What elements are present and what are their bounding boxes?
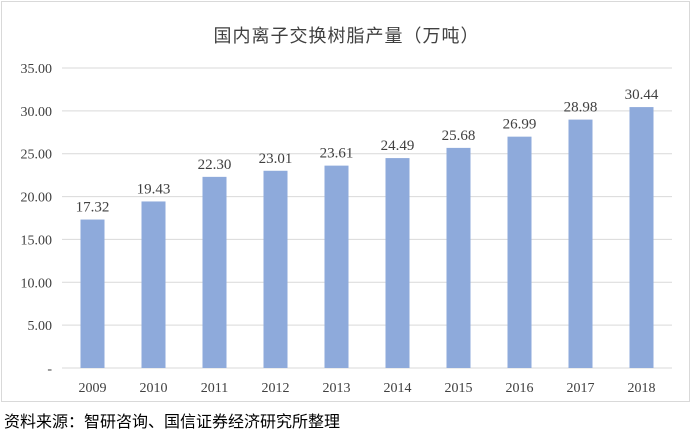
y-tick-label: 25.00 bbox=[21, 148, 53, 163]
y-tick-label: - bbox=[47, 362, 52, 377]
data-label: 25.68 bbox=[442, 128, 476, 144]
bar bbox=[568, 119, 593, 368]
x-tick-label: 2016 bbox=[506, 381, 534, 396]
bar bbox=[263, 170, 288, 368]
data-label: 30.44 bbox=[625, 87, 659, 103]
data-label: 22.30 bbox=[198, 157, 232, 173]
x-tick-label: 2009 bbox=[79, 381, 107, 396]
bar bbox=[80, 219, 105, 368]
x-tick-label: 2014 bbox=[384, 381, 412, 396]
chart-frame: 国内离子交换树脂产量（万吨） - 5.00 10.00 15.00 20.00 25.00… bbox=[1, 1, 690, 402]
y-tick-label: 15.00 bbox=[21, 233, 53, 248]
data-label: 17.32 bbox=[76, 200, 110, 216]
data-label: 24.49 bbox=[381, 138, 415, 154]
data-label: 23.61 bbox=[320, 146, 354, 162]
x-tick-label: 2018 bbox=[628, 381, 656, 396]
x-tick-label: 2010 bbox=[140, 381, 168, 396]
data-label: 26.99 bbox=[503, 117, 537, 133]
y-tick-label: 35.00 bbox=[21, 62, 53, 77]
bar bbox=[385, 158, 410, 368]
x-tick-label: 2015 bbox=[445, 381, 473, 396]
y-tick-label: 20.00 bbox=[21, 191, 53, 206]
y-tick-label: 10.00 bbox=[21, 276, 53, 291]
chart-title: 国内离子交换树脂产量（万吨） bbox=[213, 26, 480, 47]
x-tick-label: 2011 bbox=[201, 381, 228, 396]
bar bbox=[141, 201, 166, 368]
y-tick-label: 30.00 bbox=[21, 105, 53, 120]
bar bbox=[507, 136, 532, 368]
data-label: 19.43 bbox=[137, 181, 171, 197]
bar bbox=[324, 165, 349, 368]
bar bbox=[446, 147, 471, 368]
bar bbox=[629, 107, 654, 368]
data-label: 23.01 bbox=[259, 151, 293, 167]
source-note: 资料来源：智研咨询、国信证券经济研究所整理 bbox=[4, 412, 341, 431]
x-tick-label: 2017 bbox=[567, 381, 595, 396]
bar-chart: - 5.00 10.00 15.00 20.00 25.00 30.00 35.00 17.32… bbox=[21, 62, 672, 396]
bar bbox=[202, 176, 227, 368]
x-tick-label: 2012 bbox=[262, 381, 290, 396]
x-tick-label: 2013 bbox=[323, 381, 351, 396]
y-tick-label: 5.00 bbox=[28, 319, 53, 334]
data-label: 28.98 bbox=[564, 100, 598, 116]
